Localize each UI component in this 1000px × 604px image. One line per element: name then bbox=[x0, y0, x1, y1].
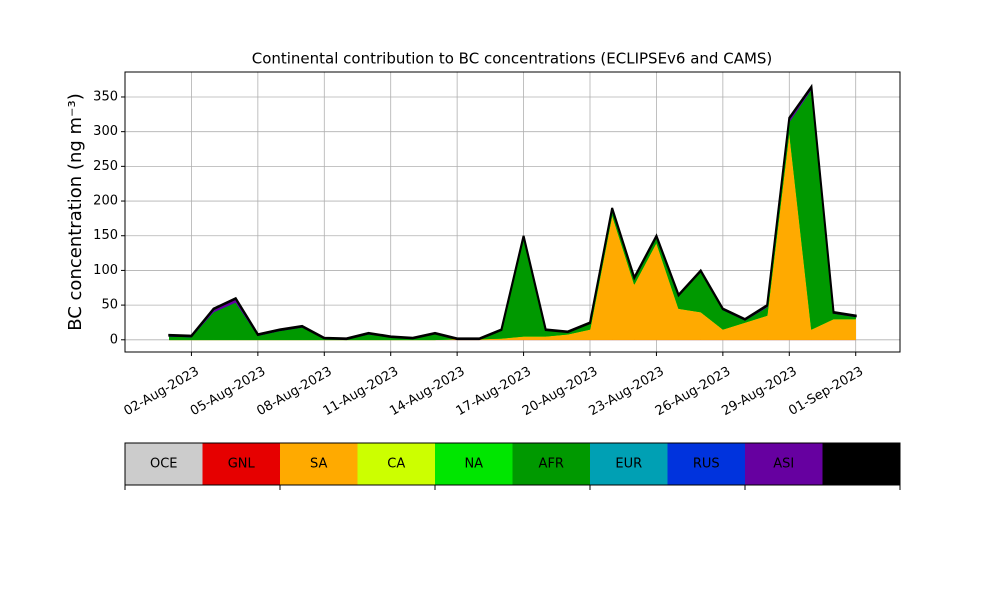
legend-swatch bbox=[667, 443, 745, 485]
legend-swatch bbox=[202, 443, 280, 485]
legend-label: CA bbox=[387, 457, 405, 472]
legend-swatch bbox=[745, 443, 823, 485]
chart-title: Continental contribution to BC concentra… bbox=[252, 50, 773, 68]
legend-label: AFR bbox=[539, 457, 564, 472]
plot-area bbox=[125, 72, 900, 352]
legend-label: EUR bbox=[615, 457, 642, 472]
legend-frame bbox=[124, 442, 901, 486]
y-tick-label: 350 bbox=[93, 89, 118, 104]
y-tick-label: 300 bbox=[93, 124, 118, 139]
y-tick-label: 0 bbox=[110, 332, 118, 347]
x-tick-label: 01-Sep-2023 bbox=[786, 364, 866, 419]
legend-label: AUS bbox=[848, 457, 875, 472]
legend-swatch bbox=[280, 443, 358, 485]
legend-label: SA bbox=[310, 457, 327, 472]
y-axis-label: BC concentration (ng m⁻³) bbox=[65, 93, 86, 331]
legend-swatch bbox=[125, 443, 203, 485]
y-tick-label: 150 bbox=[93, 228, 118, 243]
y-tick-label: 100 bbox=[93, 263, 118, 278]
legend-label: RUS bbox=[693, 457, 720, 472]
colorbar-legend: OCE GNL SA CA NA AFR EUR RUS ASI AUS bbox=[124, 442, 901, 490]
x-tick-label: 29-Aug-2023 bbox=[719, 364, 799, 419]
legend-swatch bbox=[590, 443, 668, 485]
legend-label: GNL bbox=[228, 457, 256, 472]
legend-label: OCE bbox=[150, 457, 178, 472]
legend-label: ASI bbox=[773, 457, 794, 472]
legend-swatch bbox=[435, 443, 513, 485]
area-afr bbox=[169, 88, 856, 341]
legend-swatch bbox=[822, 443, 900, 485]
legend-swatch bbox=[357, 443, 435, 485]
y-tick-label: 250 bbox=[93, 159, 118, 174]
y-tick-label: 200 bbox=[93, 194, 118, 209]
y-tick-label: 50 bbox=[101, 298, 118, 313]
plot-frame bbox=[124, 71, 901, 353]
legend-label: NA bbox=[464, 457, 483, 472]
legend-swatch bbox=[512, 443, 590, 485]
area-aus bbox=[168, 83, 857, 341]
